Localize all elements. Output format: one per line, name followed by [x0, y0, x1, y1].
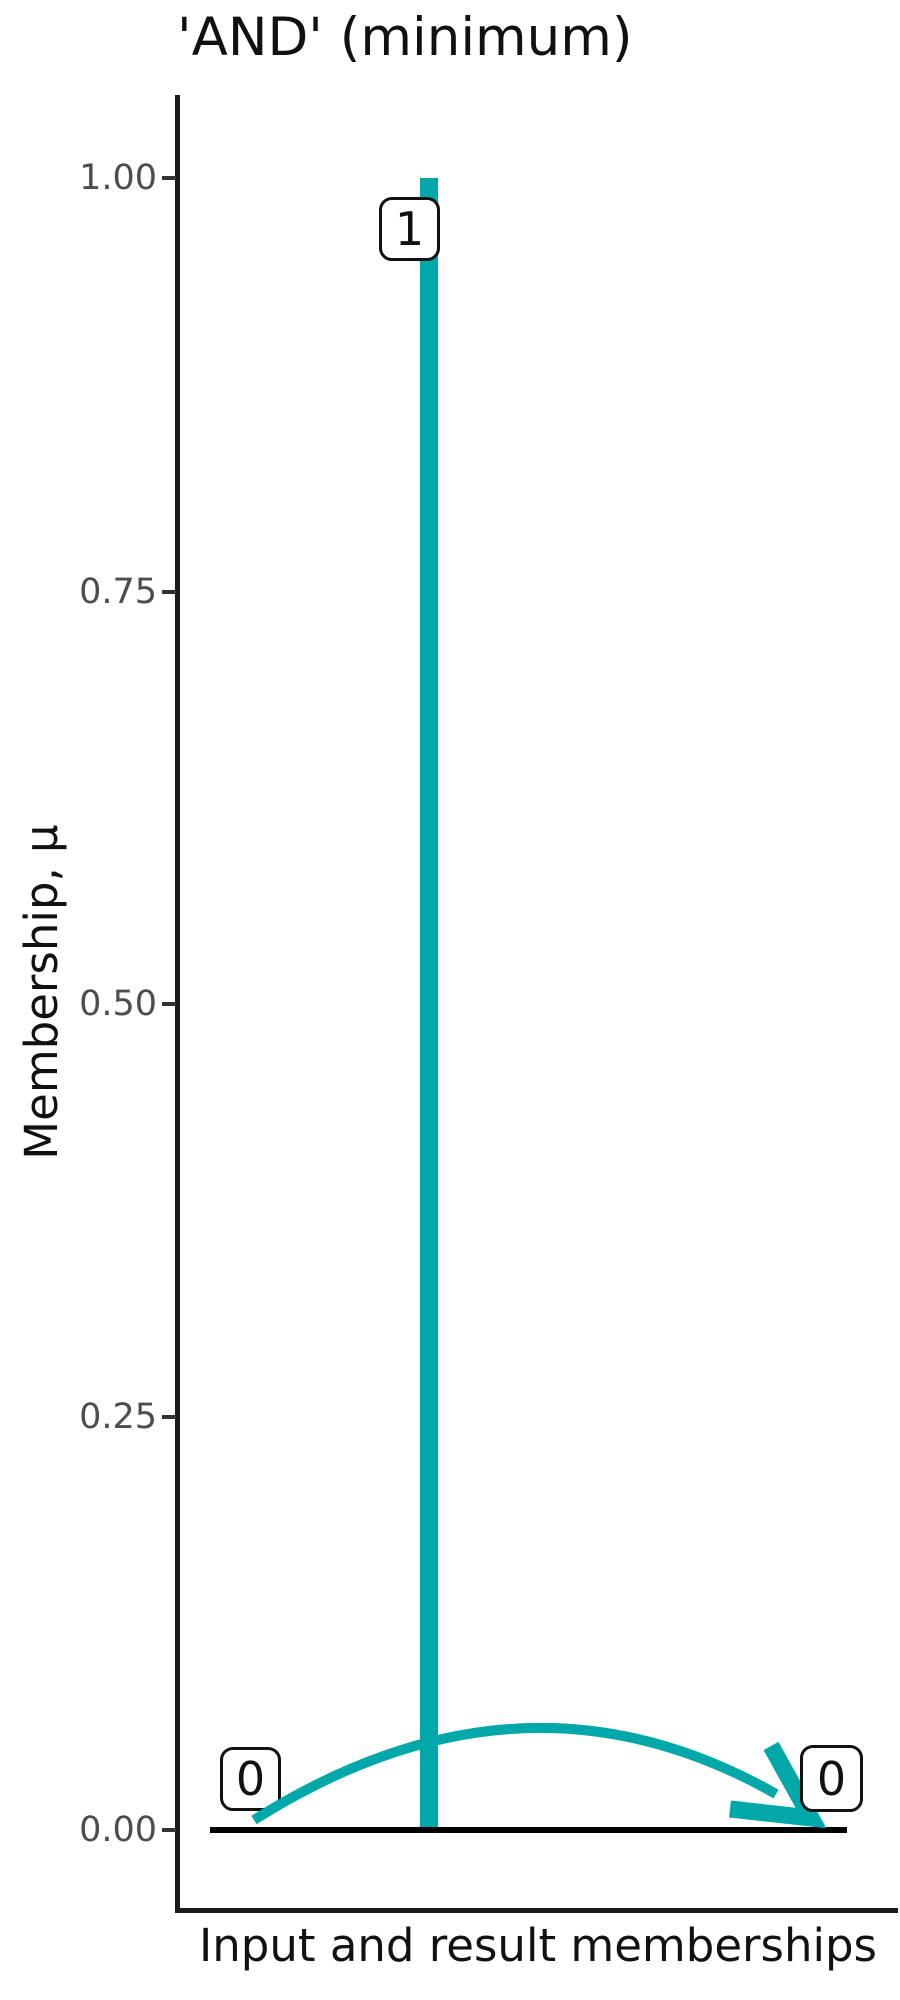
zero-membership-line	[210, 1827, 847, 1833]
peak-annotation-label: 1	[394, 202, 425, 256]
minimum-result-arrow-head	[729, 1741, 827, 1829]
input-zero-annotation-box: 0	[220, 1747, 281, 1811]
result-zero-annotation-label: 0	[816, 1751, 847, 1806]
y-tick-label-0.25: 0.25	[79, 1397, 157, 1437]
x-axis-spine	[175, 1908, 898, 1913]
x-axis-title: Input and result memberships	[199, 1919, 877, 1972]
peak-annotation-box: 1	[379, 197, 440, 261]
y-tick-label-0.50: 0.50	[79, 984, 157, 1024]
result-zero-annotation-box: 0	[800, 1745, 863, 1812]
y-tick-label-0.00: 0.00	[79, 1810, 157, 1850]
y-axis-spine	[175, 95, 180, 1912]
y-tick-label-1.00: 1.00	[79, 158, 157, 198]
y-tick-marks	[162, 176, 176, 1832]
minimum-result-arrow-curve	[251, 1723, 779, 1825]
input-zero-annotation-label: 0	[235, 1752, 266, 1806]
chart-title: 'AND' (minimum)	[177, 7, 633, 68]
y-tick-label-0.75: 0.75	[79, 572, 157, 612]
membership-spike-bar	[420, 178, 438, 1833]
